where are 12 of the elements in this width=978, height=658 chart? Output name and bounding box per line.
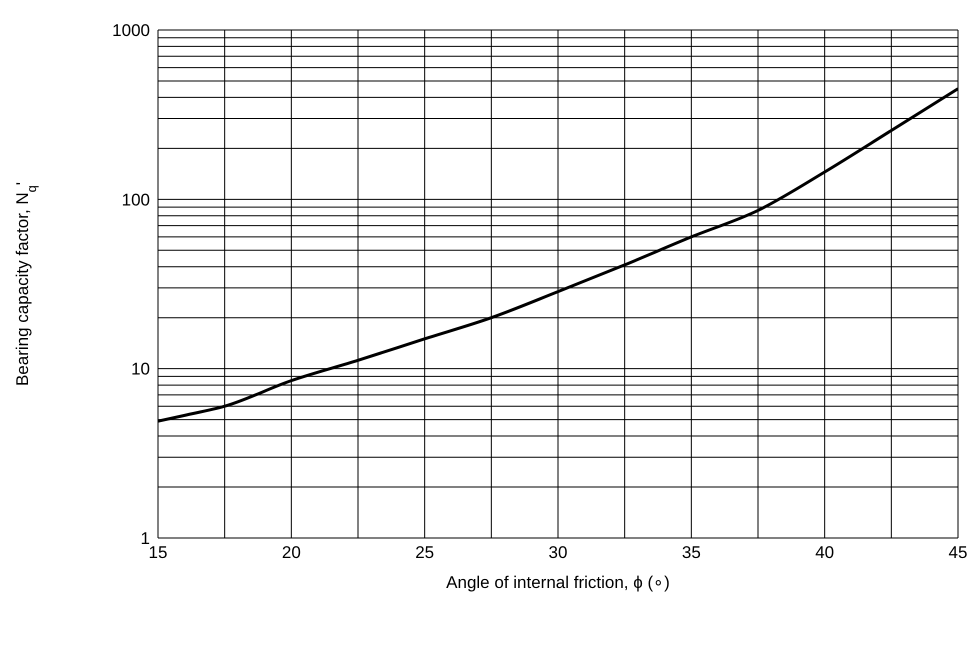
y-tick-label: 100 [122, 190, 150, 210]
x-tick-label: 40 [815, 543, 834, 562]
x-axis-title: Angle of internal friction, ϕ (∘) [446, 573, 670, 592]
x-tick-label: 20 [282, 543, 301, 562]
x-tick-label: 25 [415, 543, 434, 562]
x-tick-label: 35 [682, 543, 701, 562]
x-tick-label: 45 [948, 543, 968, 562]
y-tick-label: 1 [140, 529, 150, 548]
y-tick-label: 1000 [112, 21, 150, 40]
x-tick-label: 15 [148, 543, 168, 562]
x-tick-label: 30 [548, 543, 568, 562]
y-tick-label: 10 [131, 360, 150, 379]
